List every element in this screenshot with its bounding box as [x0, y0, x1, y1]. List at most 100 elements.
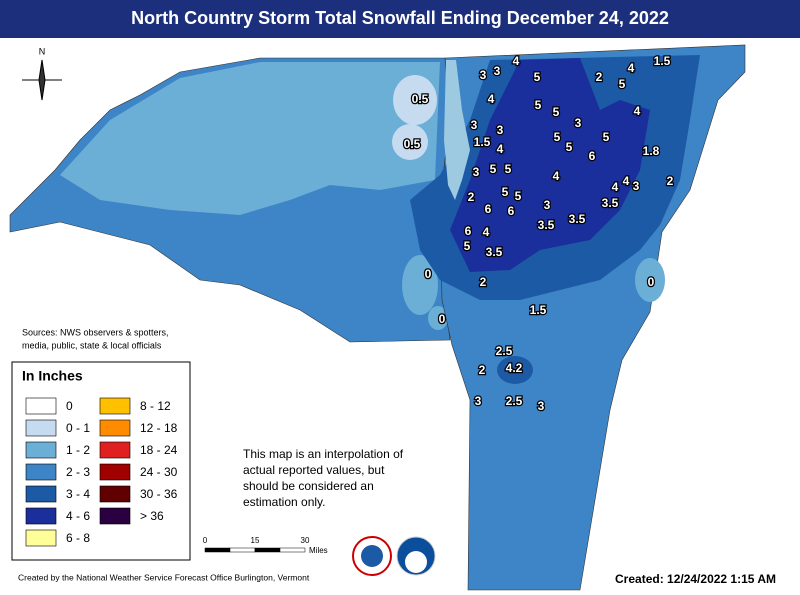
- legend-label: 6 - 8: [66, 531, 90, 545]
- snowfall-label: 4: [628, 61, 635, 75]
- snowfall-label: 4: [553, 169, 560, 183]
- legend-label: 0: [66, 399, 73, 413]
- snowfall-label: 0.5: [412, 92, 429, 106]
- snowfall-label: 5: [619, 77, 626, 91]
- snowfall-label: 3: [497, 123, 504, 137]
- title-bar: [0, 0, 800, 38]
- snowfall-label: 0: [439, 312, 446, 326]
- snowfall-label: 3: [538, 399, 545, 413]
- zone-light: [402, 255, 438, 315]
- snowfall-label: 4: [483, 225, 490, 239]
- lake: [444, 60, 470, 200]
- snowfall-label: 0.5: [404, 137, 421, 151]
- snowfall-label: 6: [508, 204, 515, 218]
- legend-title: In Inches: [22, 368, 83, 384]
- zone-light: [428, 306, 448, 330]
- snowfall-label: 6: [589, 149, 596, 163]
- snowfall-label: 4.2: [506, 361, 523, 375]
- snowfall-label: 4: [612, 180, 619, 194]
- snowfall-label: 2: [480, 275, 487, 289]
- note: This map is an interpolation of actual re…: [243, 447, 404, 509]
- legend-swatch: [99, 463, 131, 481]
- sources: media, public, state & local officials: [22, 340, 162, 350]
- snowfall-label: 0: [648, 275, 655, 289]
- created: Created: 12/24/2022 1:15 AM: [615, 572, 776, 586]
- snowfall-label: 2: [468, 190, 475, 204]
- zone-4-6: [450, 58, 650, 272]
- legend-label: 1 - 2: [66, 443, 90, 457]
- compass-label: N: [39, 46, 46, 56]
- legend-swatch: [99, 485, 131, 503]
- snowfall-label: 4: [513, 54, 520, 68]
- snowfall-label: 3: [471, 118, 478, 132]
- snowfall-label: 5: [534, 70, 541, 84]
- scale-segment: [229, 547, 256, 553]
- snowfall-label: 3.5: [602, 196, 619, 210]
- scale-unit: Miles: [309, 546, 328, 555]
- note-line: This map is an interpolation of: [243, 447, 404, 461]
- snowfall-label: 3: [544, 198, 551, 212]
- scale-tick-label: 15: [251, 536, 260, 545]
- snowfall-label: 2: [479, 363, 486, 377]
- nws-logo: [361, 545, 383, 567]
- snowfall-label: 3.5: [569, 212, 586, 226]
- snowfall-label: 1.5: [654, 54, 671, 68]
- note-line: actual reported values, but: [243, 463, 385, 477]
- snowfall-label: 3.5: [486, 245, 503, 259]
- snowfall-label: 1.8: [643, 144, 660, 158]
- scale-tick-label: 0: [203, 536, 208, 545]
- snowfall-label: 5: [505, 162, 512, 176]
- legend-label: 0 - 1: [66, 421, 90, 435]
- snowfall-label: 5: [515, 189, 522, 203]
- zone-3-4: [497, 356, 533, 384]
- note-line: should be considered an: [243, 479, 374, 493]
- credit: Created by the National Weather Service …: [18, 572, 310, 582]
- snowfall-label: 3: [575, 116, 582, 130]
- scale-segment: [204, 547, 231, 553]
- legend-swatch: [99, 441, 131, 459]
- snowfall-label: 3: [473, 165, 480, 179]
- compass: [22, 59, 62, 101]
- snowfall-label: 0: [425, 267, 432, 281]
- legend-label: > 36: [140, 509, 164, 523]
- snowfall-label: 5: [553, 105, 560, 119]
- scale-segment: [254, 547, 281, 553]
- scale-segment: [279, 547, 306, 553]
- snowfall-label: 2: [596, 70, 603, 84]
- legend-swatch: [25, 397, 57, 415]
- legend-swatch: [25, 529, 57, 547]
- legend-label: 4 - 6: [66, 509, 90, 523]
- legend-swatch: [25, 463, 57, 481]
- legend-swatch: [99, 419, 131, 437]
- snowfall-label: 3: [494, 64, 501, 78]
- snowfall-label: 5: [464, 239, 471, 253]
- snowfall-label: 2.5: [496, 344, 513, 358]
- snowfall-label: 6: [485, 202, 492, 216]
- legend-swatch: [25, 485, 57, 503]
- snowfall-label: 1.5: [474, 135, 491, 149]
- snowfall-label: 5: [535, 98, 542, 112]
- legend-label: 12 - 18: [140, 421, 178, 435]
- legend-swatch: [99, 397, 131, 415]
- zone-light: [635, 258, 665, 302]
- legend-label: 24 - 30: [140, 465, 178, 479]
- snowfall-label: 6: [465, 224, 472, 238]
- snowfall-label: 2.5: [506, 394, 523, 408]
- snowfall-label: 4: [497, 142, 504, 156]
- snowfall-label: 4: [623, 174, 630, 188]
- legend-swatch: [25, 441, 57, 459]
- legend: 0 0 - 1 1 - 2 2 - 3 3 - 4 4 - 6 6 - 8 8 - 12 12 …: [25, 397, 178, 547]
- noaa-logo: [405, 551, 427, 573]
- snowfall-label: 3: [475, 394, 482, 408]
- scale-tick-label: 30: [301, 536, 310, 545]
- title: North Country Storm Total Snowfall Endin…: [131, 8, 669, 28]
- snowfall-label: 5: [554, 130, 561, 144]
- legend-swatch: [25, 507, 57, 525]
- legend-label: 30 - 36: [140, 487, 178, 501]
- snowfall-label: 3: [633, 179, 640, 193]
- zone-lighter: [392, 124, 428, 160]
- legend-box: [11, 361, 191, 561]
- legend-swatch: [25, 419, 57, 437]
- snowfall-label: 5: [603, 130, 610, 144]
